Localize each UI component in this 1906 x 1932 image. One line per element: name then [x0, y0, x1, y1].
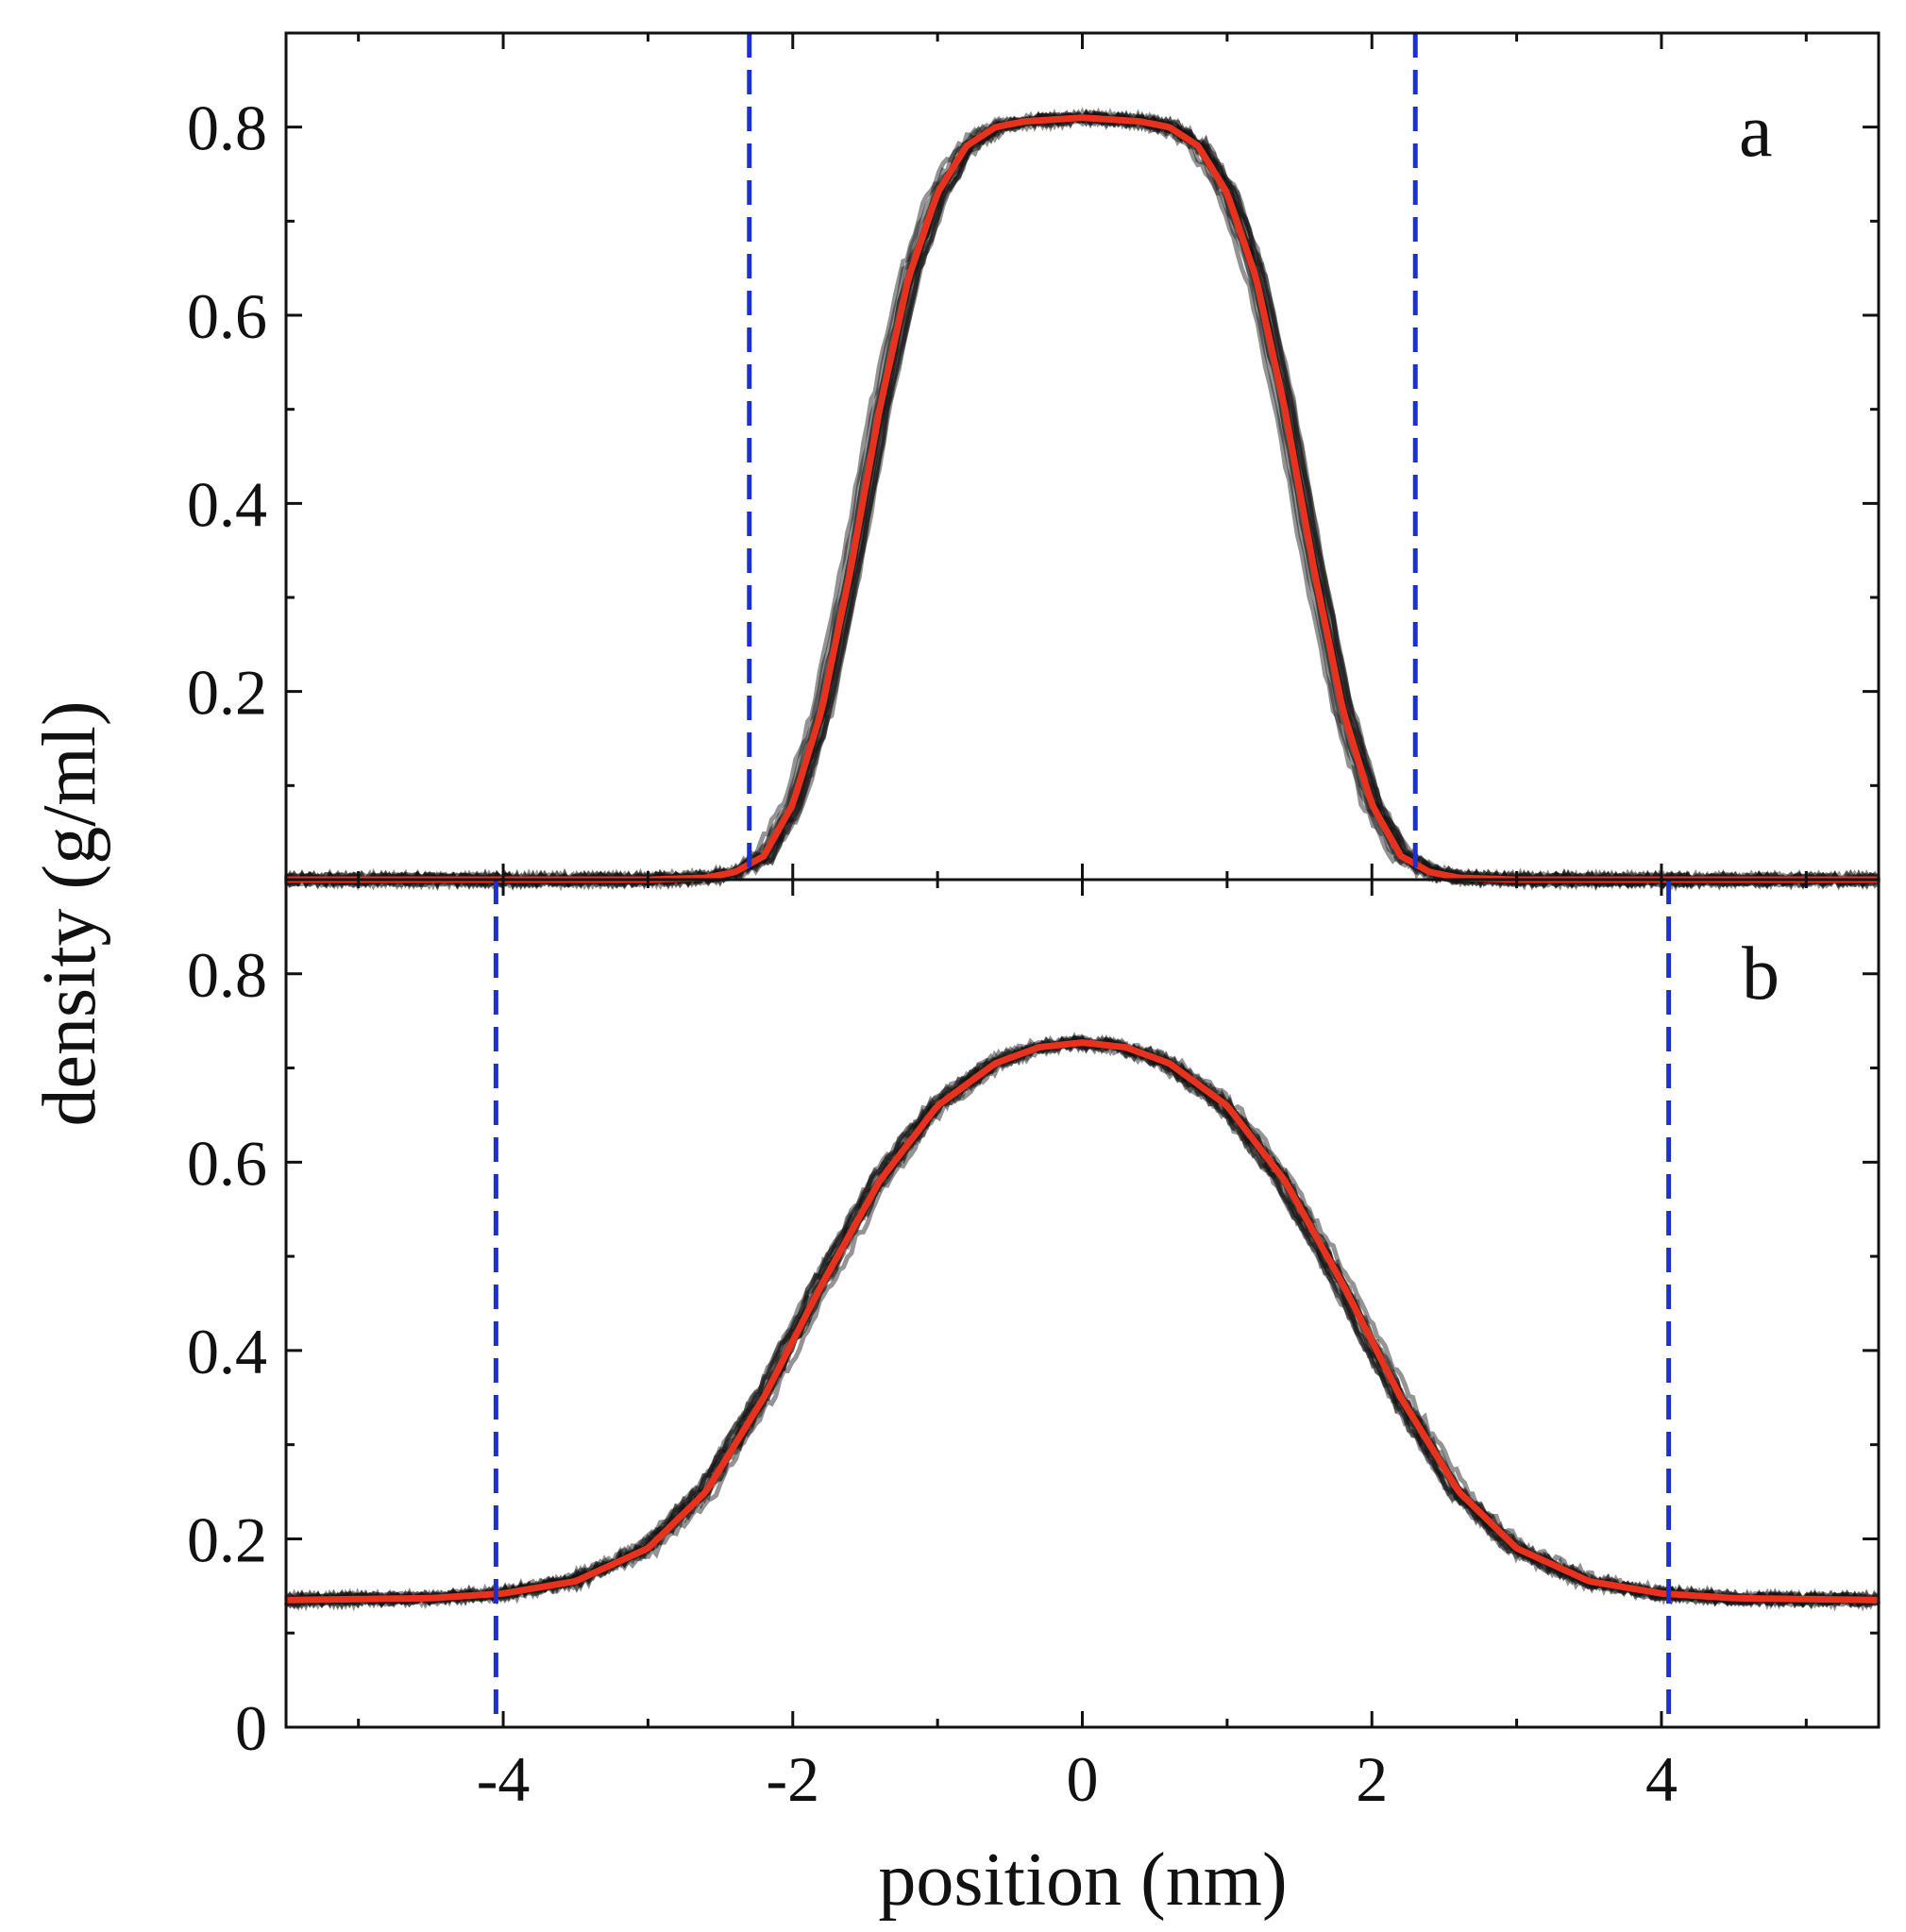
x-tick-label: -2 — [766, 1743, 819, 1815]
y-tick-label: 0.4 — [187, 1316, 267, 1387]
panel-a-boundary-lines — [747, 33, 1418, 880]
y-tick-label: 0.6 — [187, 1127, 267, 1199]
x-tick-label: -4 — [477, 1743, 531, 1815]
y-tick-label: 0.8 — [187, 92, 267, 164]
x-tick-label: 2 — [1356, 1743, 1388, 1815]
x-axis-title: position (nm) — [878, 1839, 1287, 1922]
panel-a: 0.2 0.4 0.6 0.8 a — [187, 31, 1881, 892]
y-tick-label: 0.8 — [187, 939, 267, 1011]
panel-frame — [284, 878, 1881, 1729]
panel-b-fit-line-group — [285, 1039, 1880, 1604]
y-tick-label: 0.6 — [187, 280, 267, 352]
x-tick-label: 0 — [1067, 1743, 1099, 1815]
panel-b-ticks: 0 0.2 0.4 0.6 0.8 -4 -2 0 2 4 — [187, 880, 1879, 1815]
y-tick-label: 0.2 — [187, 1504, 267, 1575]
panel-b-frame-group — [284, 878, 1881, 1729]
panel-b-boundary-lines — [493, 880, 1672, 1727]
fit-line — [285, 1039, 1880, 1604]
y-tick-label: 0 — [235, 1692, 267, 1764]
panel-b: 0 0.2 0.4 0.6 0.8 -4 -2 0 2 4 b — [187, 878, 1881, 1815]
y-tick-label: 0.4 — [187, 468, 267, 540]
panel-a-ticks: 0.2 0.4 0.6 0.8 — [187, 33, 1879, 880]
panel-b-label: b — [1742, 932, 1779, 1016]
y-axis-title: density (g/ml) — [28, 700, 111, 1126]
x-tick-label: 4 — [1645, 1743, 1678, 1815]
panel-a-label: a — [1739, 90, 1773, 173]
y-tick-label: 0.2 — [187, 657, 267, 729]
